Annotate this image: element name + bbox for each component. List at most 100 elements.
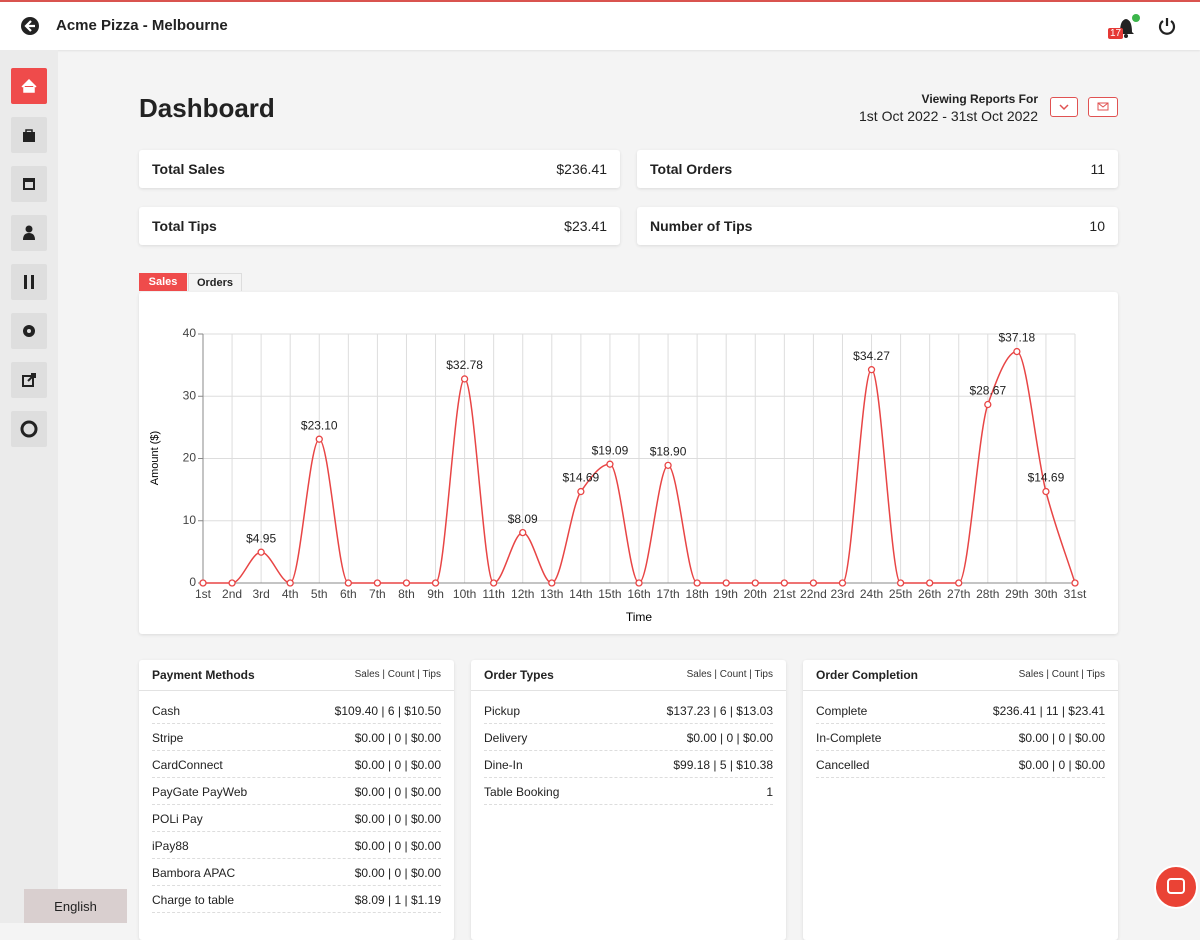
y-tick-label: 20 [183, 451, 197, 465]
row-value: $0.00 | 0 | $0.00 [354, 866, 441, 880]
panel-row: iPay88 $0.00 | 0 | $0.00 [152, 832, 441, 859]
row-value: $99.18 | 5 | $10.38 [673, 758, 773, 772]
x-tick-label: 27th [947, 587, 970, 601]
row-label: Dine-In [484, 758, 523, 772]
stat-label: Total Orders [650, 161, 733, 177]
nav-external[interactable] [11, 362, 47, 398]
data-point [577, 487, 585, 496]
x-tick-label: 3rd [252, 587, 269, 601]
panel-header: Order Types Sales | Count | Tips [471, 660, 786, 691]
x-tick-label: 14th [569, 587, 592, 601]
x-tick-label: 22nd [800, 587, 827, 601]
panel-row: In-Complete $0.00 | 0 | $0.00 [816, 724, 1105, 751]
top-bar: Acme Pizza - Melbourne 17 [0, 0, 1200, 50]
y-tick-label: 10 [183, 513, 197, 527]
row-value: $0.00 | 0 | $0.00 [1018, 758, 1105, 772]
row-label: Bambora APAC [152, 866, 236, 880]
row-label: Cancelled [816, 758, 870, 772]
x-tick-label: 28th [976, 587, 999, 601]
value-label: $32.78 [446, 358, 483, 372]
report-range: 1st Oct 2022 - 31st Oct 2022 [859, 108, 1038, 124]
stat-card: Number of Tips 10 [637, 207, 1118, 245]
data-point [635, 579, 643, 587]
x-tick-label: 11th [482, 587, 504, 601]
stat-card: Total Orders 11 [637, 150, 1118, 188]
stat-label: Total Tips [152, 218, 217, 234]
value-label: $23.10 [301, 418, 338, 432]
row-label: CardConnect [152, 758, 223, 772]
data-point [867, 366, 876, 374]
back-button[interactable] [20, 16, 40, 36]
panel-header: Order Completion Sales | Count | Tips [803, 660, 1118, 691]
data-point [780, 579, 788, 587]
tab-sales[interactable]: Sales [139, 273, 187, 291]
nav-calendar[interactable] [11, 166, 47, 202]
x-tick-label: 20th [744, 587, 767, 601]
date-dropdown[interactable] [1050, 97, 1078, 117]
x-tick-label: 6th [340, 587, 357, 601]
value-label: $37.18 [999, 331, 1036, 345]
y-axis-label: Amount ($) [149, 431, 161, 485]
data-point [228, 579, 236, 587]
row-value: $0.00 | 0 | $0.00 [686, 731, 773, 745]
nav-customers[interactable] [11, 215, 47, 251]
data-point [809, 579, 818, 587]
row-value: $0.00 | 0 | $0.00 [354, 812, 441, 826]
x-tick-label: 12th [511, 587, 534, 601]
x-tick-label: 17th [656, 587, 679, 601]
language-button[interactable]: English [24, 889, 127, 923]
sidebar [0, 50, 58, 923]
x-tick-label: 24th [860, 587, 883, 601]
row-label: PayGate PayWeb [152, 785, 248, 799]
value-label: $18.90 [650, 445, 687, 459]
x-tick-label: 21st [773, 587, 796, 601]
value-label: $28.67 [969, 384, 1006, 398]
panel-title: Payment Methods [152, 668, 255, 682]
x-tick-label: 13th [540, 587, 563, 601]
tab-orders[interactable]: Orders [188, 273, 242, 291]
email-report[interactable] [1088, 97, 1118, 117]
data-point [926, 579, 934, 587]
x-axis-label: Time [626, 610, 653, 624]
nav-home[interactable] [11, 68, 47, 104]
stat-card: Total Sales $236.41 [139, 150, 620, 188]
row-label: Cash [152, 704, 181, 718]
x-tick-label: 10th [453, 587, 476, 601]
panel-title: Order Types [484, 668, 554, 682]
data-point [838, 579, 847, 587]
chat-button[interactable] [1153, 864, 1199, 910]
data-point [257, 548, 265, 556]
logout-button[interactable] [1157, 16, 1177, 36]
value-label: $14.69 [1028, 471, 1065, 485]
x-tick-label: 9th [427, 587, 444, 601]
value-label: $4.95 [246, 531, 276, 545]
row-value: $0.00 | 0 | $0.00 [1018, 731, 1105, 745]
nav-menu[interactable] [11, 264, 47, 300]
row-label: Table Booking [484, 785, 560, 799]
data-point [896, 579, 905, 587]
x-tick-label: 31st [1064, 587, 1087, 601]
row-value: $8.09 | 1 | $1.19 [354, 893, 441, 907]
nav-help[interactable] [11, 411, 47, 447]
value-label: $19.09 [592, 443, 629, 457]
value-label: $34.27 [853, 349, 890, 363]
x-tick-label: 1st [195, 587, 212, 601]
stat-value: $23.41 [564, 218, 607, 234]
report-panel: Payment Methods Sales | Count | Tips Cash $… [139, 660, 454, 940]
row-label: Stripe [152, 731, 184, 745]
notifications-button[interactable] [1108, 12, 1144, 44]
row-label: Pickup [484, 704, 521, 718]
page-title: Dashboard [139, 93, 275, 123]
panel-columns: Sales | Count | Tips [354, 669, 441, 680]
panel-row: Table Booking 1 [484, 778, 773, 805]
row-value: $0.00 | 0 | $0.00 [354, 839, 441, 853]
x-tick-label: 8th [398, 587, 415, 601]
data-point [402, 579, 411, 587]
stat-value: 10 [1089, 218, 1105, 234]
nav-settings[interactable] [11, 313, 47, 349]
nav-orders[interactable] [11, 117, 47, 153]
panel-row: Complete $236.41 | 11 | $23.41 [816, 697, 1105, 724]
y-tick-label: 30 [183, 388, 197, 402]
panel-row: Charge to table $8.09 | 1 | $1.19 [152, 886, 441, 913]
